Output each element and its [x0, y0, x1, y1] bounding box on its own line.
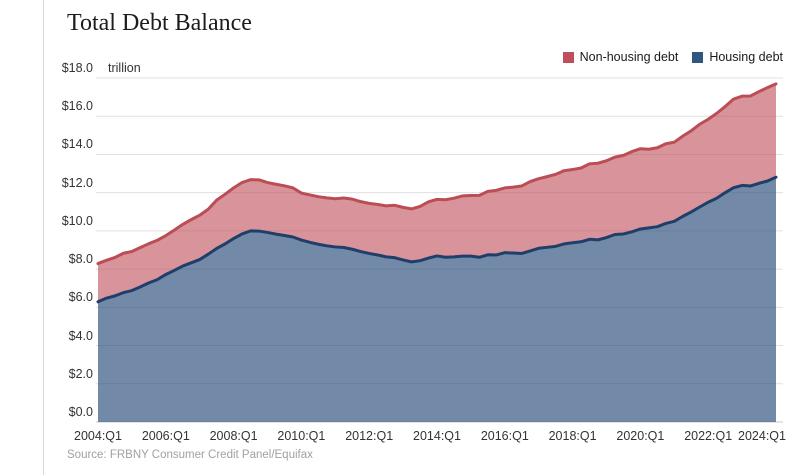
x-tick-label: 2018:Q1 [548, 429, 597, 443]
y-axis-unit-label: trillion [108, 61, 141, 75]
x-tick-label: 2004:Q1 [74, 429, 122, 443]
x-tick-label: 2012:Q1 [345, 429, 394, 443]
y-tick-label: $4.0 [68, 328, 93, 343]
housing-swatch-icon [692, 51, 704, 63]
y-tick-label: $0.0 [68, 405, 93, 419]
x-tick-label: 2016:Q1 [480, 429, 529, 443]
legend-item-housing: Housing debt [692, 50, 783, 64]
y-tick-label: $12.0 [61, 175, 93, 190]
y-tick-label: $18.0 [61, 61, 93, 75]
x-tick-label: 2024:Q1 [738, 429, 786, 443]
non-housing-swatch-icon [562, 51, 574, 63]
y-tick-label: $2.0 [68, 366, 93, 381]
y-tick-label: $10.0 [61, 213, 93, 228]
legend-item-non-housing: Non-housing debt [562, 50, 679, 64]
x-tick-label: 2022:Q1 [684, 429, 733, 443]
x-tick-label: 2006:Q1 [141, 429, 190, 443]
y-tick-label: $8.0 [68, 252, 93, 267]
x-tick-label: 2010:Q1 [277, 429, 326, 443]
x-tick-label: 2008:Q1 [209, 429, 258, 443]
page-left-border [43, 0, 44, 475]
y-tick-label: $14.0 [61, 137, 93, 152]
legend-label-housing: Housing debt [709, 50, 783, 64]
y-tick-label: $16.0 [61, 99, 93, 114]
legend-label-non-housing: Non-housing debt [579, 50, 679, 64]
source-attribution: Source: FRBNY Consumer Credit Panel/Equi… [67, 449, 313, 461]
y-tick-label: $6.0 [68, 290, 93, 305]
x-tick-label: 2020:Q1 [616, 429, 665, 443]
chart-legend: Non-housing debt Housing debt [562, 50, 783, 64]
chart-title: Total Debt Balance [67, 10, 252, 36]
x-tick-label: 2014:Q1 [413, 429, 461, 443]
